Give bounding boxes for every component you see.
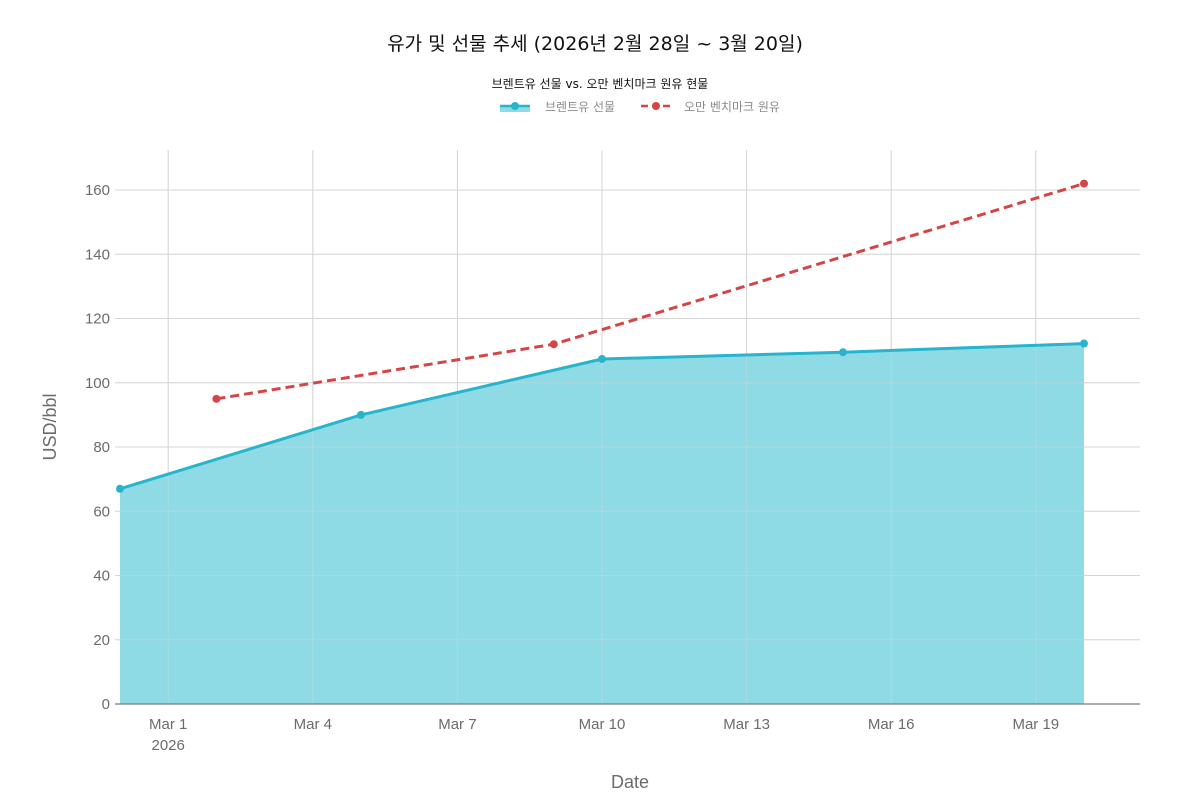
- x-tick-label: Mar 7: [438, 716, 476, 733]
- data-point-brent: [116, 484, 124, 493]
- data-point-brent: [357, 410, 365, 419]
- y-tick-label: 160: [85, 182, 110, 199]
- legend-item-brent[interactable]: 브렌트유 선물: [500, 100, 615, 114]
- plot-area: [115, 150, 1140, 704]
- legend-label-oman: 오만 벤치마크 원유: [684, 100, 780, 114]
- y-tick-label: 120: [85, 311, 110, 328]
- chart-title: 유가 및 선물 추세 (2026년 2월 28일 ~ 3월 20일): [387, 33, 803, 55]
- y-tick-label: 40: [93, 568, 110, 585]
- x-tick-label: Mar 10: [579, 716, 626, 733]
- data-point-brent: [1080, 339, 1088, 348]
- y-tick-label: 0: [102, 696, 110, 713]
- data-point-oman: [549, 340, 558, 349]
- axes: 0 20 40 60 80 100 120 140 160 Mar 1 2026 Mar 4 Mar 7…: [85, 182, 1140, 754]
- series-area-brent: [120, 343, 1084, 704]
- y-axis-label: USD/bbl: [40, 393, 60, 460]
- legend: 브렌트유 선물 오만 벤치마크 원유: [500, 100, 780, 114]
- legend-item-oman[interactable]: 오만 벤치마크 원유: [641, 100, 780, 114]
- data-point-oman: [212, 394, 221, 403]
- x-tick-label: Mar 19: [1012, 716, 1059, 733]
- y-tick-label: 60: [93, 503, 110, 520]
- y-tick-label: 80: [93, 439, 110, 456]
- x-tick-label: Mar 1: [149, 716, 187, 733]
- grid-overlay: [115, 150, 1140, 704]
- x-tick-label: Mar 4: [294, 716, 332, 733]
- legend-marker-oman: [652, 102, 660, 110]
- y-tick-label: 140: [85, 246, 110, 263]
- legend-label-brent: 브렌트유 선물: [545, 100, 615, 114]
- x-tick-label: Mar 16: [868, 716, 915, 733]
- y-tick-label: 20: [93, 632, 110, 649]
- data-point-brent: [839, 348, 847, 357]
- y-tick-label: 100: [85, 375, 110, 392]
- chart-subtitle: 브렌트유 선물 vs. 오만 벤치마크 원유 현물: [492, 77, 709, 91]
- data-point-oman: [1080, 179, 1088, 188]
- x-tick-sublabel: 2026: [152, 737, 185, 754]
- legend-marker-brent: [511, 102, 519, 110]
- data-point-brent: [598, 354, 606, 363]
- x-axis-label: Date: [611, 772, 649, 792]
- x-tick-label: Mar 13: [723, 716, 770, 733]
